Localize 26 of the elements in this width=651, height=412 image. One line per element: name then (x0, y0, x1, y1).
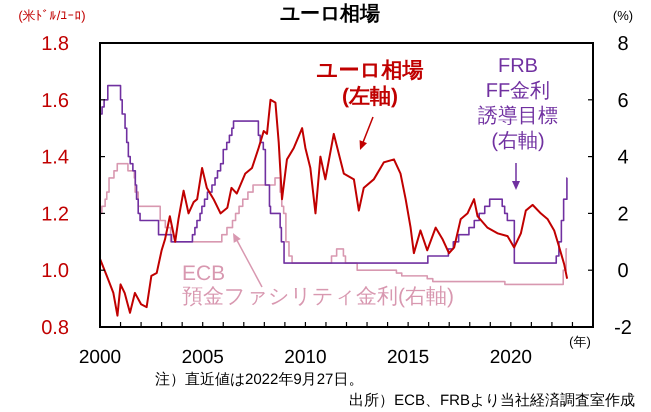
y-tick-label: 1.8 (41, 33, 69, 55)
y-tick-label: 1.4 (41, 146, 69, 169)
y2-axis-title: (%) (612, 8, 634, 23)
y2-tick-label: 8 (617, 33, 629, 55)
x-tick-label: 2000 (78, 347, 122, 368)
x-tick-label: 2005 (182, 347, 224, 368)
y2-tick-label: 0 (617, 260, 629, 282)
legend-label: ECB 預金ファシリティ金利(右軸) (182, 262, 454, 308)
chart-title: ユーロ相場 (280, 3, 380, 25)
y2-tick-label: 4 (617, 146, 629, 169)
y2-tick-label: -2 (614, 317, 632, 339)
series-label: ユーロ相場(左軸) (316, 59, 424, 108)
y2-tick-label: 2 (617, 203, 629, 226)
text: 出所）ECB、FRBより当社経済調査室作成 (349, 392, 635, 409)
text: 注）直近値は2022年9月27日。 (155, 371, 364, 388)
x-tick-label: 2015 (386, 347, 430, 368)
y-tick-label: 1.6 (41, 90, 69, 112)
y-tick-label: 0.8 (41, 317, 69, 339)
x-tick-label: 2020 (490, 347, 532, 368)
y-axis-title: (米ﾄﾞﾙ/ﾕｰﾛ) (18, 8, 86, 23)
x-axis-title: (年) (569, 334, 591, 349)
y-tick-label: 1.2 (41, 203, 69, 226)
series-label: FRB FF金利誘導目標(右軸) (478, 55, 558, 152)
y2-tick-label: 6 (617, 90, 629, 112)
x-tick-label: 2010 (284, 347, 327, 368)
y-tick-label: 1.0 (41, 260, 69, 282)
